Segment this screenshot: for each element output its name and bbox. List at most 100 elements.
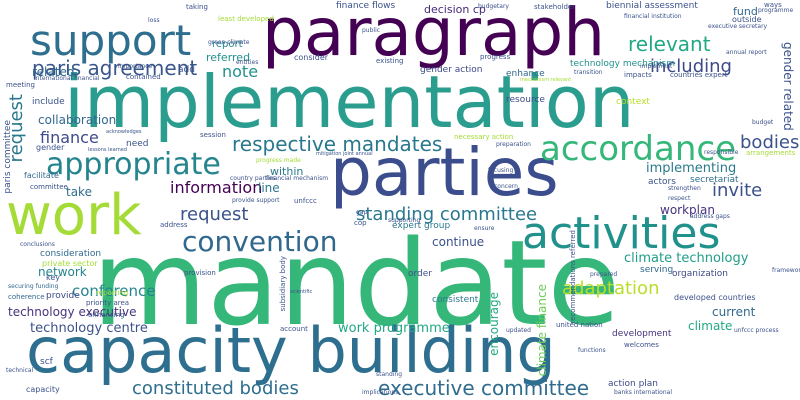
- word-strengthen: strengthen: [668, 185, 701, 192]
- word-climate-finance: climate finance: [535, 284, 549, 377]
- word-finance: information: [170, 178, 263, 197]
- word-implement: implement: [640, 63, 673, 70]
- word-outside: outside: [732, 15, 762, 24]
- word-address-gaps: address gaps: [690, 213, 730, 220]
- word-stakeholder: stakeholder: [534, 3, 576, 11]
- word-enhancing: enhancing: [88, 311, 125, 319]
- word-need: need: [126, 139, 149, 149]
- word-budget: budget: [752, 119, 774, 126]
- word-capacity: capacity: [26, 385, 60, 394]
- word-climate-technology: implementing: [646, 161, 737, 176]
- word-financial-institution: financial institution: [624, 13, 682, 20]
- word-budgetary: budgetary: [478, 3, 509, 10]
- word-consider: consider: [294, 53, 329, 62]
- word-actors: actors: [648, 177, 676, 187]
- word-resource: resource: [506, 95, 545, 105]
- word-invite: finance: [40, 128, 99, 147]
- word-scf: scf: [40, 357, 53, 367]
- word-workplan: continue: [432, 235, 485, 249]
- word-executive-secretary: executive secretary: [708, 23, 768, 30]
- word-meeting: meeting: [6, 81, 36, 89]
- word-subsidiary-body: subsidiary body: [279, 256, 287, 312]
- word-country-parties: country parties: [230, 175, 276, 182]
- word-concern: concern: [494, 183, 518, 190]
- word-welcomes: welcomes: [624, 341, 659, 349]
- word-public: public: [362, 27, 381, 34]
- word-unfccc-process: unfccc process: [734, 327, 779, 334]
- word-respect: respect: [668, 195, 691, 202]
- word-efforts: take: [66, 185, 92, 199]
- word-continue: line: [258, 181, 280, 195]
- word-include: include: [32, 97, 65, 107]
- word-technology-centre: climate technology: [624, 251, 749, 266]
- word-united-nation: united nation: [556, 321, 603, 329]
- word-reporting: reporting: [96, 289, 129, 297]
- word-implications: implications: [362, 389, 399, 396]
- word-serving: serving: [640, 265, 674, 275]
- word-necessary-action: necessary action: [454, 133, 514, 141]
- word-contained: contained: [126, 73, 161, 81]
- word-respective-mandates: respective mandates: [232, 132, 443, 156]
- word-climate: climate: [688, 319, 733, 333]
- word-green-climate: green climate: [208, 39, 250, 46]
- word-least-developed: least developed: [218, 15, 274, 23]
- word-annual-report: annual report: [726, 49, 767, 56]
- word-gender-related: gender related: [781, 42, 795, 131]
- word-organization: organization: [672, 269, 728, 279]
- word-session: session: [200, 131, 226, 139]
- word-implementing: note: [222, 62, 259, 81]
- word-encourage: encourage: [487, 292, 501, 356]
- word-executive-committee: executive committee: [378, 376, 590, 400]
- word-ways: ways: [764, 1, 782, 9]
- word-countries-expert: countries expert: [670, 71, 728, 79]
- word-biennial-assessment: biennial assessment: [606, 1, 698, 11]
- word-work: work: [6, 183, 142, 248]
- word-importance: importance: [118, 63, 153, 70]
- word-accordance: accordance: [540, 129, 736, 169]
- word-fund: fund: [733, 5, 758, 18]
- word-appropriate: appropriate: [46, 147, 221, 182]
- word-convention: convention: [182, 225, 338, 258]
- word-secretariat: secretariat: [690, 175, 739, 185]
- word-decision-cp: decision cp: [424, 3, 486, 16]
- word-current: workplan: [660, 203, 715, 217]
- word-cop: cop: [354, 219, 367, 227]
- word-network: work programme: [338, 321, 450, 336]
- word-including: including: [650, 56, 732, 77]
- word-provision: provision: [184, 269, 216, 277]
- word-address: address: [160, 221, 188, 229]
- word-activities: activities: [522, 208, 721, 259]
- word-updated: updated: [506, 327, 531, 334]
- word-add: add: [178, 65, 195, 75]
- word-paragraph: paragraph: [262, 0, 606, 71]
- word-provide-support: provide support: [232, 197, 280, 204]
- word-consideration: consideration: [40, 249, 102, 259]
- word-mandate: mandate: [92, 214, 621, 352]
- word-responsible: responsible: [704, 149, 739, 156]
- word-loss: loss: [148, 17, 160, 24]
- word-scientific: scientific: [290, 289, 313, 295]
- word-conclusions: conclusions: [20, 241, 55, 248]
- word-mitigation-joint-annual: mitigation joint annual: [316, 151, 373, 157]
- word-bodies: invite: [712, 180, 763, 201]
- word-international-financial: international financial: [34, 75, 100, 82]
- word-consistent: consistent: [432, 295, 479, 305]
- word-report: report: [212, 39, 243, 50]
- word-private-sector: private sector: [42, 259, 98, 268]
- word-conference: network: [38, 265, 87, 279]
- word-mechanism-relevant: mechanism relevant: [520, 77, 572, 83]
- word-line: conference: [72, 282, 156, 300]
- word-taking: taking: [186, 3, 208, 11]
- word-key: key: [46, 273, 61, 282]
- word-within: collaboration: [38, 113, 117, 127]
- word-take: related: [32, 65, 75, 79]
- word-existing: existing: [376, 57, 404, 65]
- word-ensure: ensure: [474, 225, 495, 232]
- word-finance-flows: finance flows: [336, 1, 396, 11]
- word-context: context: [616, 97, 650, 107]
- word-progress-made: progress made: [256, 157, 301, 164]
- word-lessons-learned: lessons learned: [88, 147, 128, 153]
- word-technology-executive: technology centre: [30, 321, 148, 336]
- word-supporting: supporting: [388, 217, 421, 224]
